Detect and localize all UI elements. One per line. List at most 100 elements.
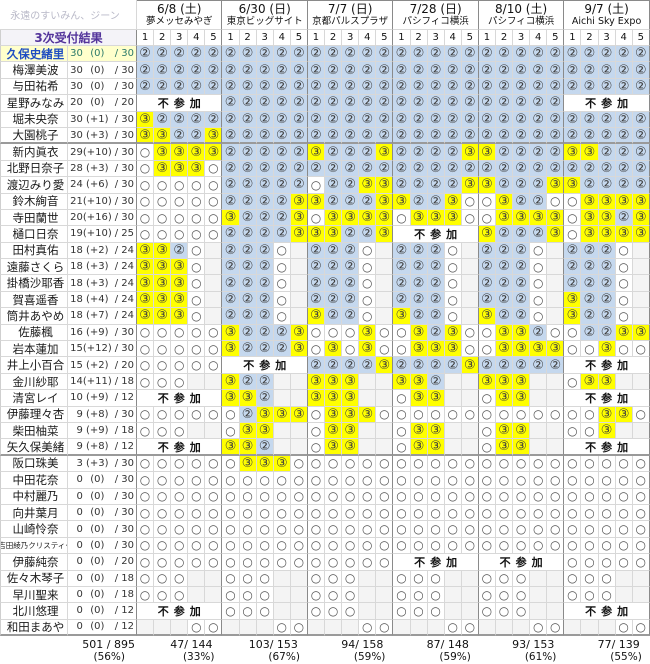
member-max-slots: / 30 — [114, 146, 134, 158]
result-cell: ③ — [513, 422, 531, 440]
result-cell: ○ — [427, 455, 445, 473]
result-cell: ② — [530, 160, 548, 178]
result-cell: ② — [393, 46, 411, 63]
show-total-percent: (59%) — [353, 651, 386, 664]
result-cell: ② — [205, 62, 223, 79]
member-name: 岩本蓮加 — [0, 341, 68, 358]
result-cell: ③ — [444, 193, 462, 210]
result-cell: ○ — [393, 488, 411, 505]
result-cell: ② — [598, 160, 616, 178]
result-cell: ③ — [615, 226, 633, 243]
result-cell: ○ — [188, 619, 206, 637]
result-cell: ② — [564, 62, 582, 79]
result-cell — [547, 439, 565, 456]
result-cell — [461, 242, 479, 260]
result-cell: ② — [461, 78, 479, 96]
member-name: 金川紗耶 — [0, 373, 68, 391]
result-cell: ○ — [376, 324, 394, 342]
result-cell: ③ — [171, 291, 189, 309]
result-cell: ○ — [273, 554, 291, 571]
result-cell: ○ — [137, 504, 155, 522]
result-cell: ③ — [290, 193, 308, 210]
result-cell: ③ — [137, 291, 155, 309]
result-cell: ② — [222, 95, 240, 112]
member-won-count: 30 — [70, 129, 83, 141]
result-cell: ② — [581, 275, 599, 292]
result-cell: ② — [410, 78, 428, 96]
result-cell: ③ — [598, 209, 616, 227]
result-cell: ○ — [530, 488, 548, 505]
member-name: 筒井あやめ — [0, 308, 68, 325]
result-cell: ② — [393, 275, 411, 292]
result-cell: ○ — [205, 619, 223, 637]
result-cell: ○ — [376, 504, 394, 522]
result-cell: ② — [273, 160, 291, 178]
result-cell — [290, 390, 308, 407]
result-cell: ② — [154, 62, 172, 79]
result-cell: ② — [154, 46, 172, 63]
result-cell: ② — [495, 308, 514, 325]
result-cell: ③ — [427, 341, 445, 358]
result-cell — [290, 275, 308, 292]
result-cell: ○ — [530, 308, 548, 325]
result-cell: ③ — [461, 177, 479, 194]
result-cell: ○ — [171, 177, 189, 194]
result-cell: ○ — [154, 537, 172, 555]
result-cell: ○ — [137, 324, 155, 342]
result-cell: ○ — [478, 488, 496, 505]
absent-cell: 不参加 — [222, 357, 308, 374]
result-cell — [188, 570, 206, 587]
show-venue: Aichi Sky Expo — [571, 15, 642, 27]
result-cell: ② — [171, 78, 189, 96]
member-name: 向井葉月 — [0, 504, 68, 522]
result-cell: ○ — [154, 586, 172, 604]
result-cell: ② — [342, 177, 360, 194]
result-cell: ② — [188, 127, 206, 145]
result-cell: ② — [393, 177, 411, 194]
result-cell: ③ — [581, 193, 599, 210]
result-cell: ○ — [205, 472, 223, 489]
member-max-slots: / 30 — [114, 80, 134, 92]
absent-cell: 不参加 — [564, 95, 650, 112]
member-new-delta: (0) — [90, 572, 105, 584]
result-cell: ○ — [581, 472, 599, 489]
result-cell: ② — [290, 127, 308, 145]
show-date: 7/28 (日) — [409, 2, 462, 17]
member-name: 新内眞衣 — [0, 144, 68, 161]
result-cell: ② — [581, 160, 599, 178]
result-cell: ○ — [342, 472, 360, 489]
result-cell — [547, 308, 565, 325]
result-cell: ② — [444, 160, 462, 178]
result-cell: ○ — [547, 537, 565, 555]
member-name: 佐藤楓 — [0, 324, 68, 342]
result-cell: ③ — [581, 226, 599, 243]
result-cell: ○ — [427, 488, 445, 505]
member-name: 鈴木絢音 — [0, 193, 68, 210]
result-cell: ② — [581, 177, 599, 194]
result-cell: ② — [427, 259, 445, 276]
result-cell: ○ — [273, 537, 291, 555]
result-cell: ○ — [188, 193, 206, 210]
show-total-percent: (61%) — [524, 651, 557, 664]
result-cell: ○ — [188, 406, 206, 423]
result-cell — [359, 586, 377, 604]
show-header: 6/8 (土) 夢メッセみやぎ — [137, 0, 223, 30]
result-cell: ○ — [188, 472, 206, 489]
result-cell: ② — [325, 291, 343, 309]
result-cell: ② — [478, 275, 496, 292]
member-won-count: 0 — [76, 589, 83, 601]
result-cell: ② — [410, 275, 428, 292]
result-cell: ○ — [307, 341, 326, 358]
result-cell: ② — [427, 95, 445, 112]
member-new-delta: (+16) — [82, 212, 112, 224]
result-cell: ② — [376, 127, 394, 145]
result-cell: ③ — [154, 275, 172, 292]
result-cell: ○ — [205, 521, 223, 538]
result-cell: ② — [427, 193, 445, 210]
result-cell: ○ — [205, 504, 223, 522]
result-cell: ○ — [307, 324, 326, 342]
member-new-delta: (0) — [90, 539, 105, 551]
result-cell: ② — [342, 275, 360, 292]
result-cell: ○ — [444, 259, 462, 276]
result-cell: ② — [410, 242, 428, 260]
